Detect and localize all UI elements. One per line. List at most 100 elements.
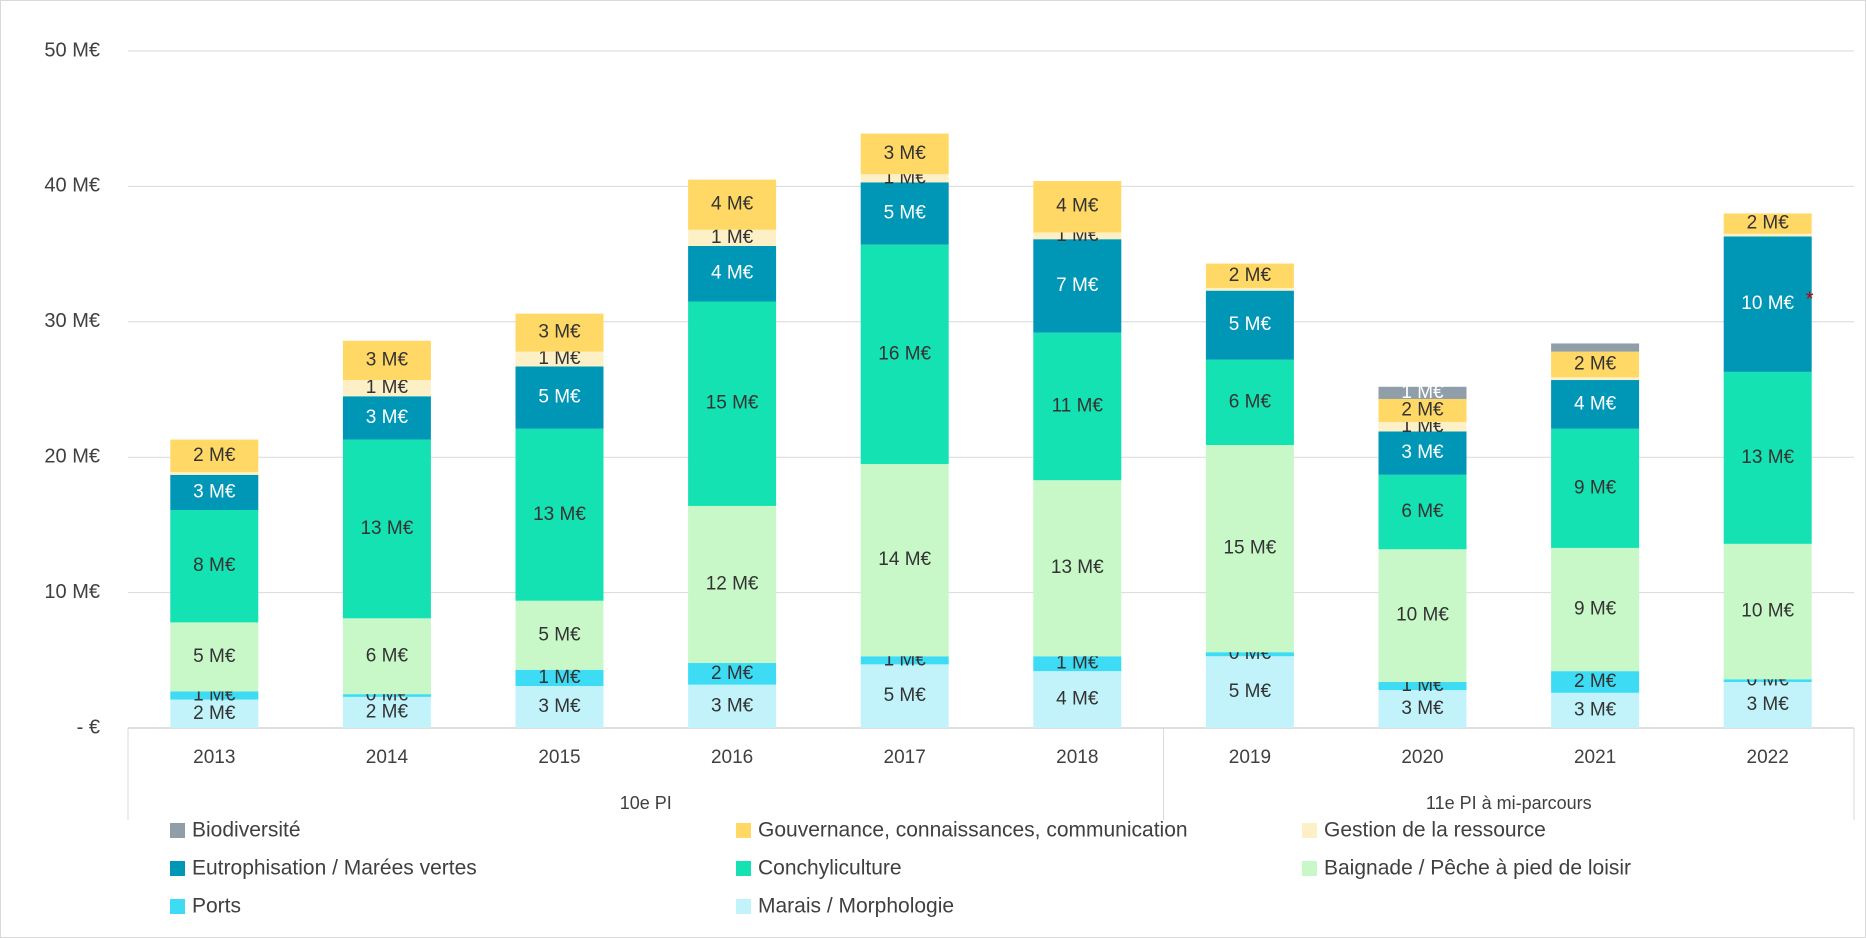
x-tick-label: 2019 <box>1229 747 1271 768</box>
data-label: 15 M€ <box>1223 538 1276 559</box>
data-label: 1 M€ <box>1056 653 1099 674</box>
bar-segment <box>1378 431 1467 475</box>
bar-segment <box>688 505 777 664</box>
group-label: 11e PI à mi-parcours <box>1426 793 1592 813</box>
data-label: 9 M€ <box>1574 477 1617 498</box>
data-label: 13 M€ <box>360 518 413 539</box>
bar-segment <box>860 182 949 245</box>
bar-segment <box>688 663 777 685</box>
legend-label: Conchyliculture <box>758 857 902 880</box>
legend-label: Ports <box>192 895 241 918</box>
bar-segment <box>170 510 259 623</box>
data-label: 4 M€ <box>711 263 754 284</box>
data-label: 12 M€ <box>706 573 759 594</box>
data-label: 3 M€ <box>1574 699 1617 720</box>
bar-segment <box>1378 681 1467 691</box>
bar-segment <box>1723 681 1812 728</box>
data-label: 3 M€ <box>366 407 409 428</box>
bar-segment <box>515 600 604 670</box>
legend-swatch <box>1302 861 1317 876</box>
bar-segment <box>1723 233 1812 237</box>
data-label: 11 M€ <box>1052 395 1104 416</box>
y-tick-label: 40 M€ <box>44 175 100 197</box>
bar-segment <box>1205 263 1294 288</box>
data-label: 5 M€ <box>884 685 927 706</box>
bar-segment <box>342 340 431 381</box>
data-label: 5 M€ <box>884 202 927 223</box>
bar-segment <box>515 428 604 601</box>
data-label: 3 M€ <box>193 481 236 502</box>
bar-segment <box>170 472 259 475</box>
bar-segment <box>688 301 777 506</box>
legend-swatch <box>1302 823 1317 838</box>
data-label: 5 M€ <box>1229 681 1272 702</box>
data-label: 2 M€ <box>193 703 236 724</box>
data-label: 3 M€ <box>1401 698 1444 719</box>
legend-label: Marais / Morphologie <box>758 895 954 918</box>
bar-segment <box>1033 239 1122 333</box>
bar-segment <box>170 439 259 473</box>
bar-segment <box>1033 232 1122 240</box>
legend-swatch <box>170 861 185 876</box>
data-label: 2 M€ <box>1401 400 1444 421</box>
data-label: 4 M€ <box>711 194 754 215</box>
bar-segment <box>1378 474 1467 550</box>
data-label: 13 M€ <box>1051 557 1104 578</box>
data-label: 10 M€ <box>1741 293 1794 314</box>
data-label: 5 M€ <box>193 646 236 667</box>
bar-segment <box>1723 679 1812 682</box>
group-label: 10e PI <box>620 793 672 813</box>
legend-label: Eutrophisation / Marées vertes <box>192 857 477 880</box>
data-label: 5 M€ <box>538 387 581 408</box>
bar-segment <box>1551 351 1640 378</box>
bar-segment <box>860 664 949 728</box>
bar-segment <box>515 669 604 687</box>
data-label: 2 M€ <box>1574 353 1617 374</box>
bar-segment <box>342 439 431 619</box>
data-label: 5 M€ <box>538 624 581 645</box>
legend-swatch <box>736 899 751 914</box>
data-label: 1 M€ <box>538 348 581 369</box>
bar-segment <box>1378 398 1467 422</box>
data-label: 13 M€ <box>1741 447 1794 468</box>
bar-segment <box>342 696 431 728</box>
data-label: 10 M€ <box>1741 601 1794 622</box>
bar-segment <box>342 380 431 397</box>
bar-segment <box>1551 380 1640 429</box>
data-label: 2 M€ <box>193 445 236 466</box>
bar-segment <box>1378 421 1467 432</box>
bar-segment <box>1378 386 1467 399</box>
legend-swatch <box>736 823 751 838</box>
data-label: 1 M€ <box>1401 382 1444 403</box>
bar-segment <box>1551 343 1640 352</box>
x-tick-label: 2016 <box>711 747 753 768</box>
data-label: 1 M€ <box>538 667 581 688</box>
data-label: 8 M€ <box>193 555 236 576</box>
data-label: 15 M€ <box>706 393 759 414</box>
x-tick-label: 2014 <box>366 747 409 768</box>
x-tick-label: 2017 <box>884 747 926 768</box>
bar-segment <box>860 174 949 183</box>
x-tick-label: 2015 <box>538 747 580 768</box>
bar-segment <box>1033 332 1122 481</box>
data-label: 2 M€ <box>711 663 754 684</box>
y-tick-label: 20 M€ <box>44 445 100 467</box>
bar-segment <box>342 396 431 440</box>
bar-segment <box>1378 549 1467 682</box>
bar-segment <box>860 463 949 657</box>
bar-segment <box>860 133 949 175</box>
bar-segment <box>170 699 259 728</box>
bar-segment <box>1723 371 1812 544</box>
data-label: 6 M€ <box>366 645 409 666</box>
x-tick-label: 2021 <box>1574 747 1616 768</box>
bar-segment <box>515 686 604 728</box>
bar-segment <box>688 245 777 302</box>
bar-segment <box>1033 480 1122 657</box>
data-label: 14 M€ <box>878 549 931 570</box>
data-label: 16 M€ <box>878 343 931 364</box>
bar-segment <box>860 656 949 665</box>
data-label: 13 M€ <box>533 504 586 525</box>
legend-label: Baignade / Pêche à pied de loisir <box>1324 857 1631 880</box>
